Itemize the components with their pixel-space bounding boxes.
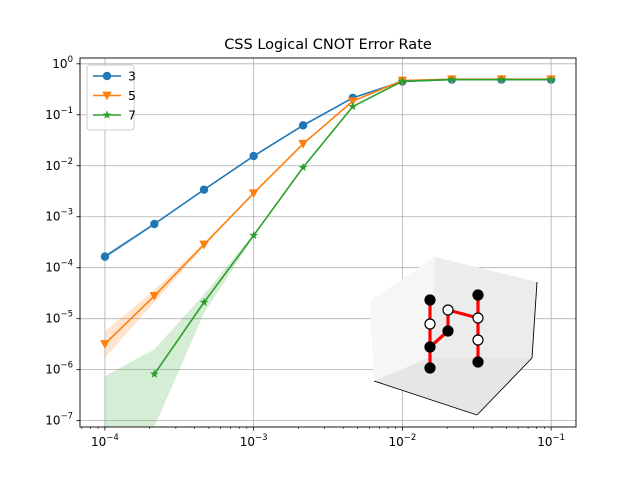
x-tick-label: 10−3 xyxy=(240,433,268,449)
lattice-node-filled xyxy=(472,356,484,368)
inset-floor xyxy=(374,357,532,415)
data-point xyxy=(248,189,259,198)
data-point xyxy=(398,76,407,85)
lattice-node-open xyxy=(472,312,484,324)
data-point xyxy=(546,75,556,84)
data-point xyxy=(199,185,209,194)
data-point xyxy=(149,369,159,378)
inset-axis-edge xyxy=(476,357,533,416)
x-tick-label: 10−1 xyxy=(537,433,565,449)
y-tick-label: 10−6 xyxy=(45,361,73,377)
confidence-bands xyxy=(104,78,552,427)
data-point xyxy=(199,240,209,250)
data-point xyxy=(347,97,358,106)
axis-ticks: 10−4 10−3 10−2 10−1 10−7 10−6 10−5 10−4 10−3 10−2… xyxy=(45,55,565,449)
grid-lines xyxy=(80,58,576,427)
legend-frame xyxy=(86,64,135,131)
data-point xyxy=(102,91,112,101)
lattice-node-filled xyxy=(424,362,436,374)
x-tick-label: 10−2 xyxy=(388,433,416,449)
lattice-node-open xyxy=(442,304,454,316)
data-point xyxy=(102,71,112,81)
y-tick-label: 10−7 xyxy=(45,412,73,428)
y-tick-label: 10−1 xyxy=(45,106,73,122)
inset-3d-diagram xyxy=(370,257,538,416)
data-point xyxy=(497,75,506,84)
x-tick-label: 10−4 xyxy=(91,433,119,449)
data-point xyxy=(102,110,112,119)
legend-label: 5 xyxy=(128,88,136,103)
data-point xyxy=(447,75,457,84)
y-tick-label: 10−3 xyxy=(45,208,73,224)
y-tick-label: 100 xyxy=(52,55,73,71)
data-point xyxy=(348,101,358,111)
inset-back-wall xyxy=(370,257,435,381)
inset-axis-edge xyxy=(531,281,538,359)
lattice-node-open xyxy=(472,334,484,346)
y-tick-label: 10−5 xyxy=(45,310,73,326)
y-tick-label: 10−4 xyxy=(45,259,73,275)
data-point xyxy=(249,151,258,161)
lattice-node-filled xyxy=(442,325,454,337)
chart-title: CSS Logical CNOT Error Rate xyxy=(224,37,432,53)
inset-side-wall xyxy=(431,257,537,358)
data-point xyxy=(249,230,259,240)
lattice-node-filled xyxy=(424,341,436,353)
legend: 3 5 7 xyxy=(86,64,136,131)
lattice-node-filled xyxy=(424,294,436,306)
legend-label: 7 xyxy=(128,108,136,123)
series-lines xyxy=(100,75,556,378)
inset-axis-edge xyxy=(373,380,478,416)
plot-frame xyxy=(79,57,577,428)
data-point xyxy=(100,252,110,261)
lattice-node-filled xyxy=(472,289,484,301)
data-point xyxy=(298,139,308,149)
data-point xyxy=(149,292,160,301)
legend-label: 3 xyxy=(128,69,136,84)
y-tick-label: 10−2 xyxy=(45,157,73,173)
confidence-band xyxy=(104,79,552,427)
lattice-node-open xyxy=(424,318,436,330)
data-point xyxy=(298,121,308,130)
data-point xyxy=(298,162,308,172)
data-point xyxy=(199,297,209,306)
data-point xyxy=(100,340,110,349)
data-point xyxy=(150,219,159,229)
